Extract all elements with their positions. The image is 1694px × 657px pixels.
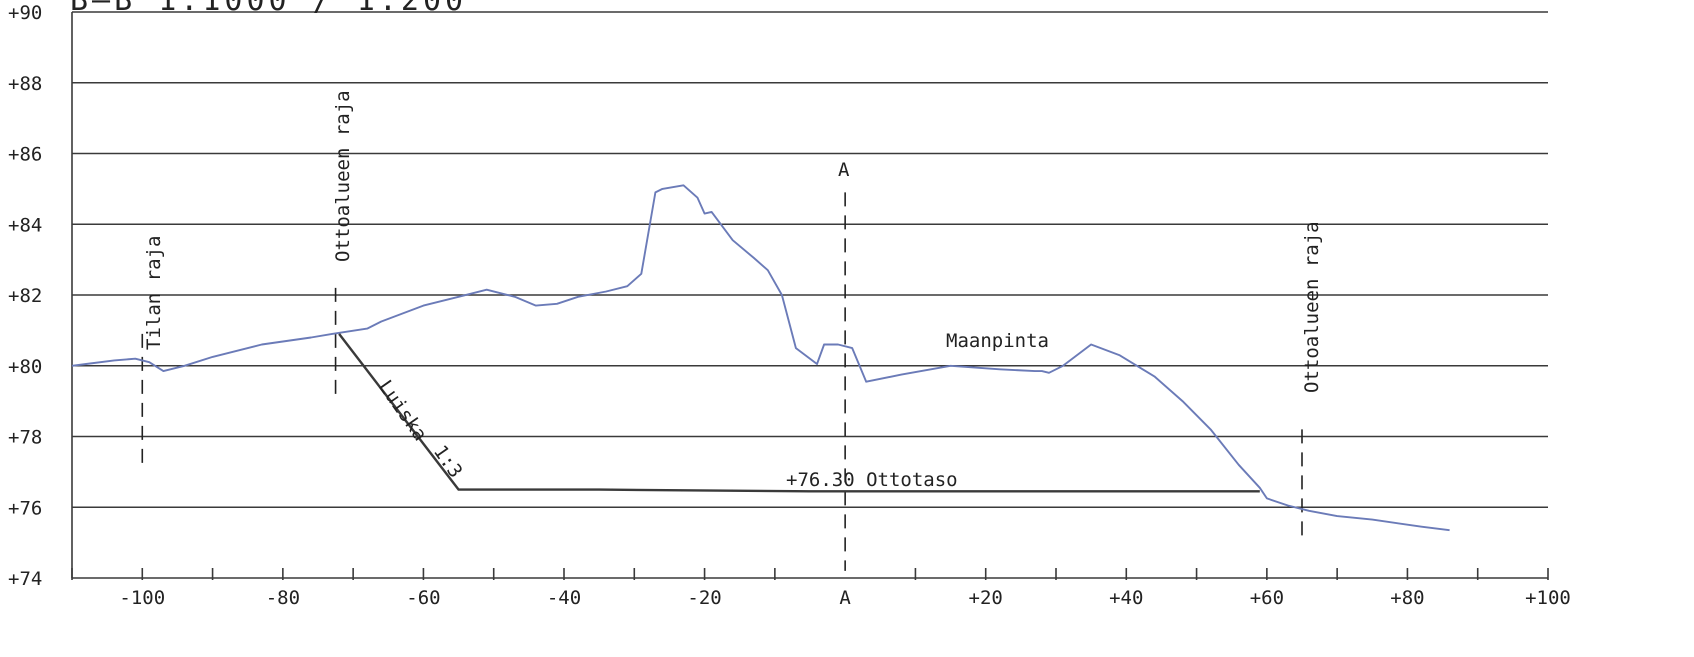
slope-ratio-label: 1:3 — [429, 441, 467, 482]
tilan-raja-label: Tilan raja — [143, 236, 165, 350]
profile-lines — [71, 184, 1450, 532]
drawing-title: B–B 1:1000 / 1:200 — [70, 0, 467, 18]
y-tick-label: +80 — [8, 356, 42, 378]
ottoalue-left-label: Ottoalueen raja — [332, 90, 354, 262]
ottotaso-label: +76.30 Ottotaso — [786, 469, 958, 491]
y-tick-label: +90 — [8, 2, 42, 24]
ground-surface-line — [71, 184, 1450, 532]
boundary-markers — [141, 192, 1303, 571]
y-tick-label: +78 — [8, 427, 42, 449]
y-tick-label: +86 — [8, 144, 42, 166]
x-tick-label: +100 — [1525, 587, 1571, 609]
x-axis: -100 -80 -60 -40 -20 A +20 +40 +60 +80 +100 — [71, 568, 1571, 609]
luiska-label: Luiska — [374, 376, 431, 445]
x-tick-label: +60 — [1250, 587, 1284, 609]
y-tick-label: +74 — [8, 568, 42, 590]
x-tick-label: -20 — [687, 587, 721, 609]
x-tick-label: -80 — [266, 587, 300, 609]
x-tick-label: -100 — [119, 587, 165, 609]
section-a-top-label: A — [838, 159, 850, 181]
y-tick-label: +76 — [8, 497, 42, 519]
grid-lines — [71, 11, 1548, 579]
x-tick-label: +20 — [969, 587, 1003, 609]
x-tick-label: -40 — [547, 587, 581, 609]
y-tick-label: +88 — [8, 73, 42, 95]
y-tick-label: +84 — [8, 214, 42, 236]
ottoalue-right-label: Ottoalueen raja — [1301, 221, 1323, 393]
y-tick-label: +82 — [8, 285, 42, 307]
x-tick-label: +40 — [1109, 587, 1143, 609]
x-tick-label: +80 — [1390, 587, 1424, 609]
excavation-profile-line — [338, 333, 1260, 493]
y-axis: +90 +88 +86 +84 +82 +80 +78 +76 +74 — [8, 2, 42, 590]
x-tick-label: -60 — [406, 587, 440, 609]
maanpinta-label: Maanpinta — [946, 330, 1049, 352]
x-tick-label: A — [839, 587, 851, 609]
